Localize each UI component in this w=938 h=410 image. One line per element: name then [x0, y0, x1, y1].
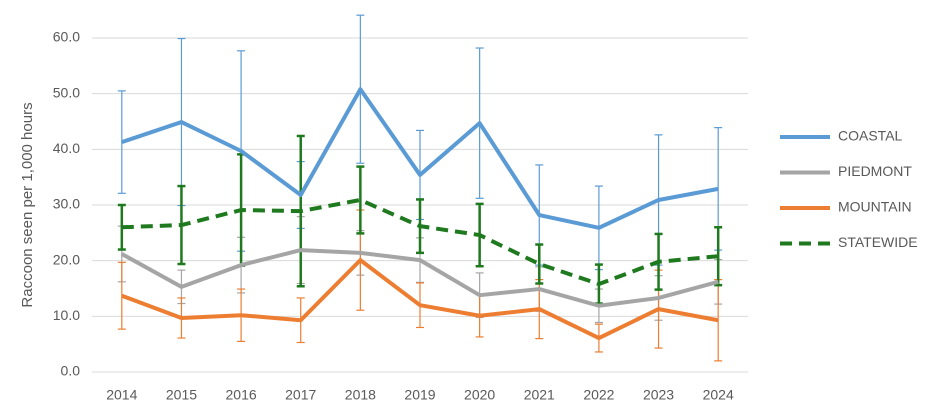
x-tick-label: 2024: [703, 387, 734, 403]
error-bar: [714, 226, 723, 287]
x-tick-label: 2015: [166, 387, 197, 403]
error-bar: [535, 243, 544, 285]
series-line: [121, 258, 719, 341]
legend-label: COASTAL: [838, 128, 903, 144]
y-axis-label: Raccoon seen per 1,000 hours: [19, 102, 36, 307]
y-tick-label: 30.0: [53, 196, 80, 212]
series-line: [121, 197, 719, 287]
x-tick-label: 2014: [106, 387, 137, 403]
y-tick-label: 0.0: [61, 363, 81, 379]
legend-label: MOUNTAIN: [838, 199, 912, 215]
x-tick-label: 2020: [464, 387, 495, 403]
x-tick-label: 2016: [226, 387, 257, 403]
y-tick-label: 20.0: [53, 251, 80, 267]
error-bar: [356, 165, 365, 235]
x-tick-label: 2017: [285, 387, 316, 403]
legend-label: STATEWIDE: [838, 234, 918, 250]
y-tick-label: 60.0: [53, 29, 80, 45]
x-tick-label: 2019: [404, 387, 435, 403]
x-tick-label: 2021: [524, 387, 555, 403]
x-tick-label: 2023: [643, 387, 674, 403]
series-line: [120, 248, 719, 308]
y-tick-label: 50.0: [53, 84, 80, 100]
y-tick-label: 10.0: [53, 307, 80, 323]
y-tick-label: 40.0: [53, 140, 80, 156]
legend-label: PIEDMONT: [838, 163, 912, 179]
series-line: [121, 87, 719, 230]
x-tick-label: 2022: [583, 387, 614, 403]
x-tick-label: 2018: [345, 387, 376, 403]
